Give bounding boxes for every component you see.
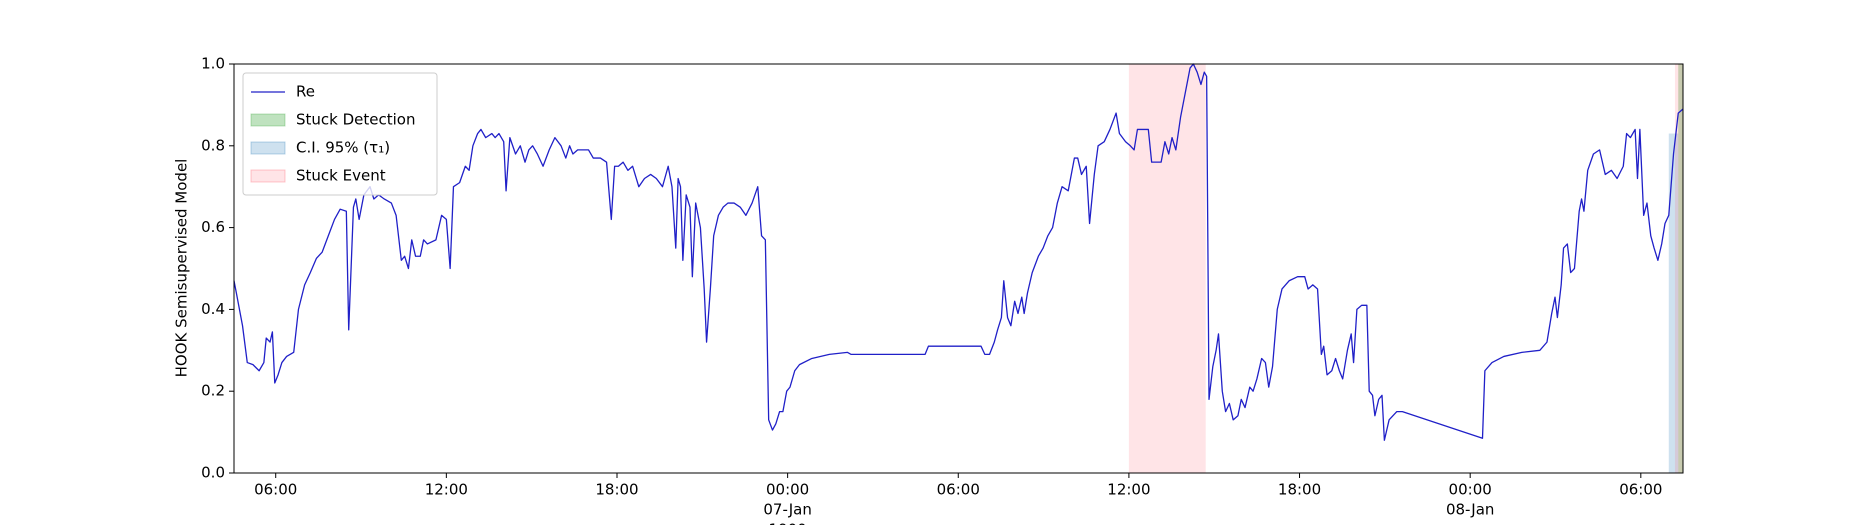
x-tick-label: 18:00 [595,481,638,499]
legend-label: C.I. 95% (τ₁) [296,139,390,157]
x-tick-label: 06:00 [1619,481,1662,499]
x-tick-label: 06:00 [937,481,980,499]
x-tick-date: 07-Jan [763,501,811,519]
y-tick-label: 1.0 [201,55,225,73]
span [1678,64,1683,473]
legend-label: Stuck Event [296,167,386,185]
legend: Re Stuck Detection C.I. 95% (τ₁) Stuck Even… [242,72,438,196]
x-tick-label: 06:00 [254,481,297,499]
legend-swatch [250,169,286,183]
legend-swatch [250,113,286,127]
span [1668,133,1679,473]
x-tick-label: 00:00 [1449,481,1492,499]
x-tick-label: 12:00 [425,481,468,499]
data-line [233,63,1684,441]
legend-box [242,72,438,196]
axes-frame [233,63,1684,474]
y-tick-label: 0.8 [201,136,225,154]
x-tick-year: 1900 [769,521,807,525]
x-tick-date: 08-Jan [1446,501,1494,519]
span [1674,64,1683,473]
span [1128,64,1206,473]
y-tick-label: 0.4 [201,300,225,318]
y-axis-label: HOOK Semisupervised Model [173,159,191,378]
legend-label: Stuck Detection [296,111,415,129]
y-tick-label: 0.0 [201,464,225,482]
x-tick-label: 00:00 [766,481,809,499]
x-tick-label: 18:00 [1278,481,1321,499]
y-tick-label: 0.2 [201,382,225,400]
legend-swatch [250,141,286,155]
y-tick-label: 0.6 [201,218,225,236]
x-tick-label: 12:00 [1107,481,1150,499]
legend-label: Re [296,83,315,101]
